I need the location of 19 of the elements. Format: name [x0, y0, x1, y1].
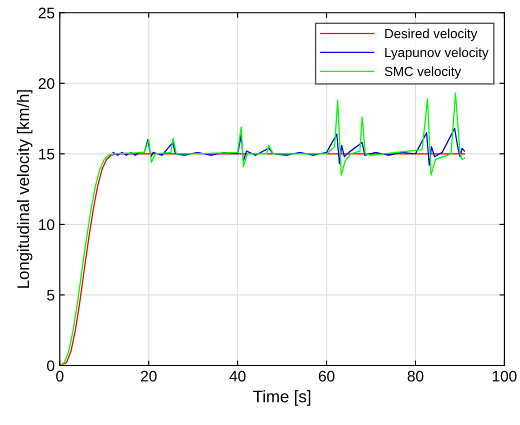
x-tick-label: 60	[318, 370, 334, 382]
legend-label: SMC velocity	[384, 66, 462, 79]
y-tick-label: 10	[39, 219, 54, 230]
legend-label: Desired velocity	[385, 28, 478, 41]
x-tick-label: 0	[56, 370, 64, 382]
y-tick-label: 15	[39, 148, 54, 160]
y-axis-title: Longitudinal velocity [km/h]	[16, 90, 32, 288]
y-tick-label: 25	[38, 8, 54, 18]
y-tick-label: 0	[47, 360, 54, 372]
x-tick-label: 80	[408, 370, 424, 382]
x-axis-title: Time [s]	[253, 390, 310, 406]
line-series	[60, 92, 466, 366]
legend-label: Lyapunov velocity	[385, 47, 489, 60]
x-tick-label: 20	[140, 370, 157, 382]
x-tick-label: 40	[229, 370, 246, 382]
y-tick-label: 5	[47, 290, 54, 301]
x-tick-label: 100	[492, 370, 517, 382]
line-series	[112, 128, 466, 166]
y-tick-label: 20	[38, 78, 54, 89]
